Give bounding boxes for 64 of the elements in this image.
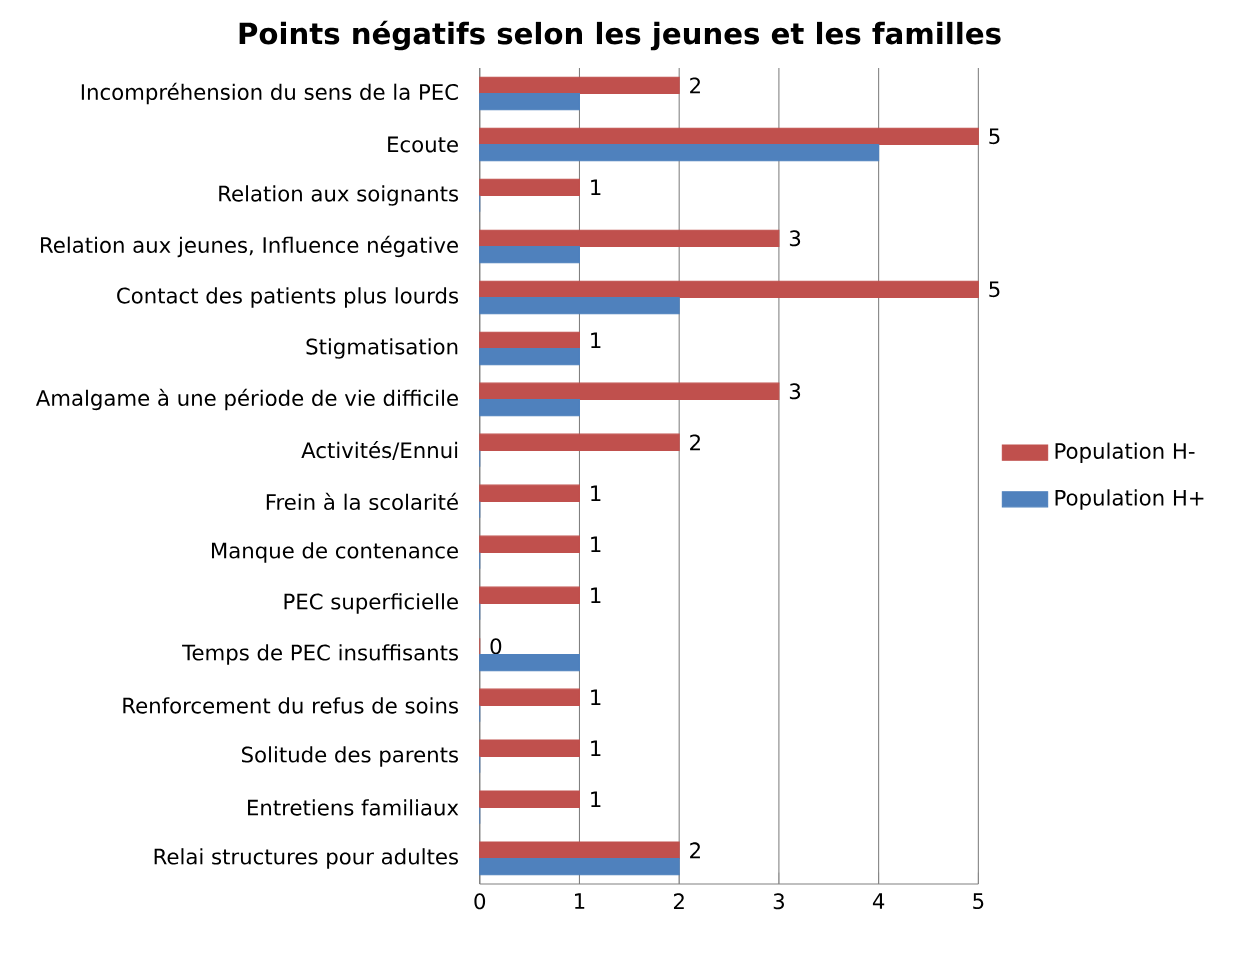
bar (479, 280, 979, 298)
data-label: 3 (789, 383, 801, 400)
y-tick-label: Amalgame à une période de vie difficile (35, 388, 458, 410)
data-label: 5 (989, 128, 1000, 144)
bar (479, 127, 979, 145)
y-tick-label: Incompréhension du sens de la PEC (81, 82, 458, 104)
x-tick-label: 1 (575, 893, 585, 909)
bar (479, 484, 580, 502)
x-tick-label: 0 (474, 893, 486, 910)
bar (479, 688, 580, 706)
y-tick-label: Temps de PEC insuffisants (182, 643, 458, 665)
data-label: 1 (591, 587, 601, 603)
data-label: 1 (591, 179, 601, 195)
y-tick-label: Entretiens familiaux (248, 799, 459, 816)
bar (479, 433, 680, 451)
y-tick-label: Manque de contenance (212, 541, 458, 563)
legend-label: Population H+ (1055, 489, 1204, 510)
y-tick-label: Contact des patients plus lourds (117, 286, 459, 308)
bar (479, 739, 580, 757)
bar (479, 841, 680, 859)
bar (479, 382, 780, 400)
x-tick-label: 5 (973, 893, 984, 909)
data-label: 1 (591, 485, 601, 501)
bar (479, 398, 580, 417)
data-label: 5 (989, 281, 1000, 297)
bar (479, 347, 580, 366)
y-tick-label: Ecoute (388, 136, 458, 153)
chart-title: Points négatifs selon les jeunes et les familles (239, 20, 1001, 51)
bar (479, 586, 580, 604)
x-tick-label: 4 (872, 893, 885, 909)
bar (479, 143, 880, 162)
y-tick-label: Stigmatisation (306, 337, 458, 359)
data-label: 3 (789, 230, 801, 247)
data-label: 0 (490, 638, 502, 655)
bar (479, 535, 580, 553)
x-tick-label: 3 (773, 893, 784, 910)
bar (479, 296, 680, 315)
bar (479, 790, 580, 808)
bar (479, 92, 580, 111)
legend-label: Population H- (1055, 442, 1195, 463)
y-tick-label: PEC superficielle (284, 592, 458, 614)
data-label: 1 (591, 740, 601, 756)
data-label: 2 (690, 434, 700, 450)
y-tick-label: Renforcement du refus de soins (123, 697, 458, 714)
data-label: 2 (690, 77, 700, 93)
bar (479, 857, 680, 876)
data-label: 2 (690, 842, 700, 858)
y-tick-label: Relai structures pour adultes (154, 847, 459, 869)
data-label: 1 (591, 536, 601, 552)
y-tick-label: Activités/Ennui (301, 440, 458, 460)
bar (479, 653, 580, 672)
data-label: 1 (591, 791, 601, 807)
y-tick-label: Relation aux jeunes, Influence négative (41, 235, 458, 257)
y-tick-label: Frein à la scolarité (266, 492, 458, 510)
y-tick-label: Solitude des parents (241, 745, 459, 767)
data-label: 1 (591, 332, 601, 348)
bar (479, 178, 580, 196)
bar (479, 331, 580, 349)
y-tick-label: Relation aux soignants (219, 185, 459, 206)
bar (479, 229, 780, 247)
data-label: 1 (591, 689, 601, 705)
bar (479, 76, 680, 94)
x-tick-label: 2 (673, 893, 684, 909)
bar (479, 245, 580, 264)
